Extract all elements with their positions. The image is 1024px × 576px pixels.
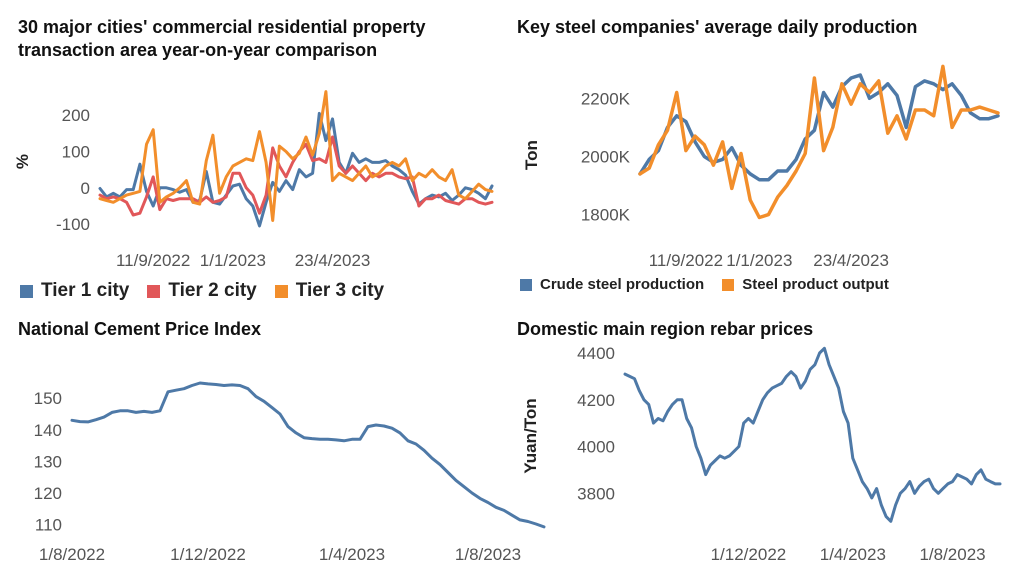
- chart-title-steel: Key steel companies' average daily produ…: [517, 17, 918, 37]
- legend-item: Tier 1 city: [20, 280, 129, 302]
- x-tick-label: 1/4/2023: [820, 545, 886, 564]
- legend-label: Crude steel production: [540, 276, 705, 293]
- y-tick-label: 2200K: [581, 89, 631, 108]
- series-line: [70, 381, 546, 529]
- y-tick-label: 130: [34, 452, 62, 471]
- x-tick-label: 1/1/2023: [726, 251, 792, 270]
- y-axis-label: Yuan/Ton: [521, 398, 540, 473]
- y-axis-label: %: [13, 154, 32, 169]
- y-tick-label: 0: [81, 179, 90, 198]
- legend-label: Steel product output: [742, 276, 889, 293]
- y-tick-label: 2000K: [581, 147, 631, 166]
- steel-chart: 1800K 2000K 2200K 11/9/2022 1/1/2023 23/4/202…: [522, 64, 1000, 270]
- legend-swatch: [520, 278, 532, 291]
- y-tick-label: 200: [62, 106, 90, 125]
- y-tick-label: 4000: [577, 438, 615, 457]
- series-line: [638, 64, 1000, 220]
- y-tick-label: 3800: [577, 484, 615, 503]
- y-tick-label: 110: [35, 516, 62, 535]
- chart-title-housing: 30 major cities' commercial residential …: [18, 17, 426, 60]
- legend-swatch: [274, 284, 288, 298]
- chart-title-cement: National Cement Price Index: [18, 319, 262, 339]
- legend-label: Tier 3 city: [295, 280, 385, 301]
- legend-item: Steel product output: [722, 276, 889, 293]
- legend-label: Tier 1 city: [41, 280, 130, 301]
- legend-label: Tier 2 city: [168, 280, 257, 301]
- steel-legend: Crude steel production Steel product outp…: [520, 276, 907, 293]
- x-tick-label: 1/4/2023: [319, 545, 385, 564]
- legend-item: Tier 2 city: [147, 280, 257, 302]
- y-tick-label: 140: [34, 421, 62, 440]
- x-tick-label: 11/9/2022: [116, 251, 190, 270]
- legend-item: Tier 3 city: [274, 280, 385, 302]
- housing-chart: -100 0 100 200 11/9/2022 1/1/2023 23/4/2023%: [13, 90, 494, 270]
- y-tick-label: 1800K: [581, 206, 631, 225]
- legend-swatch: [147, 284, 161, 298]
- chart-title-rebar: Domestic main region rebar prices: [517, 319, 814, 339]
- x-tick-label: 1/8/2023: [455, 545, 521, 564]
- y-tick-label: 4200: [577, 391, 615, 410]
- y-tick-label: 4400: [577, 344, 615, 363]
- legend-swatch: [722, 278, 735, 291]
- cement-chart: 110 120 130 140 150 1/8/2022 1/12/2022 1/4/2023…: [34, 381, 546, 564]
- y-tick-label: 100: [62, 143, 90, 162]
- x-tick-label: 1/1/2023: [200, 251, 266, 270]
- y-tick-label: 150: [34, 389, 62, 408]
- y-axis-label: Ton: [522, 140, 541, 170]
- x-tick-label: 11/9/2022: [649, 251, 723, 270]
- y-tick-label: -100: [56, 215, 90, 234]
- legend-swatch: [20, 284, 33, 298]
- x-tick-label: 1/12/2022: [711, 545, 787, 564]
- legend-item: Crude steel production: [520, 276, 704, 293]
- x-tick-label: 1/8/2022: [39, 545, 105, 564]
- series-line: [623, 346, 1002, 523]
- x-tick-label: 1/8/2023: [919, 545, 985, 564]
- rebar-chart: 3800 4000 4200 4400 1/12/2022 1/4/2023 1/8/202…: [521, 344, 1002, 564]
- housing-legend: Tier 1 city Tier 2 city Tier 3 city: [20, 280, 402, 302]
- x-tick-label: 23/4/2023: [295, 251, 371, 270]
- y-tick-label: 120: [34, 484, 62, 503]
- x-tick-label: 1/12/2022: [170, 545, 246, 564]
- series-line: [98, 90, 494, 222]
- x-tick-label: 23/4/2023: [813, 251, 889, 270]
